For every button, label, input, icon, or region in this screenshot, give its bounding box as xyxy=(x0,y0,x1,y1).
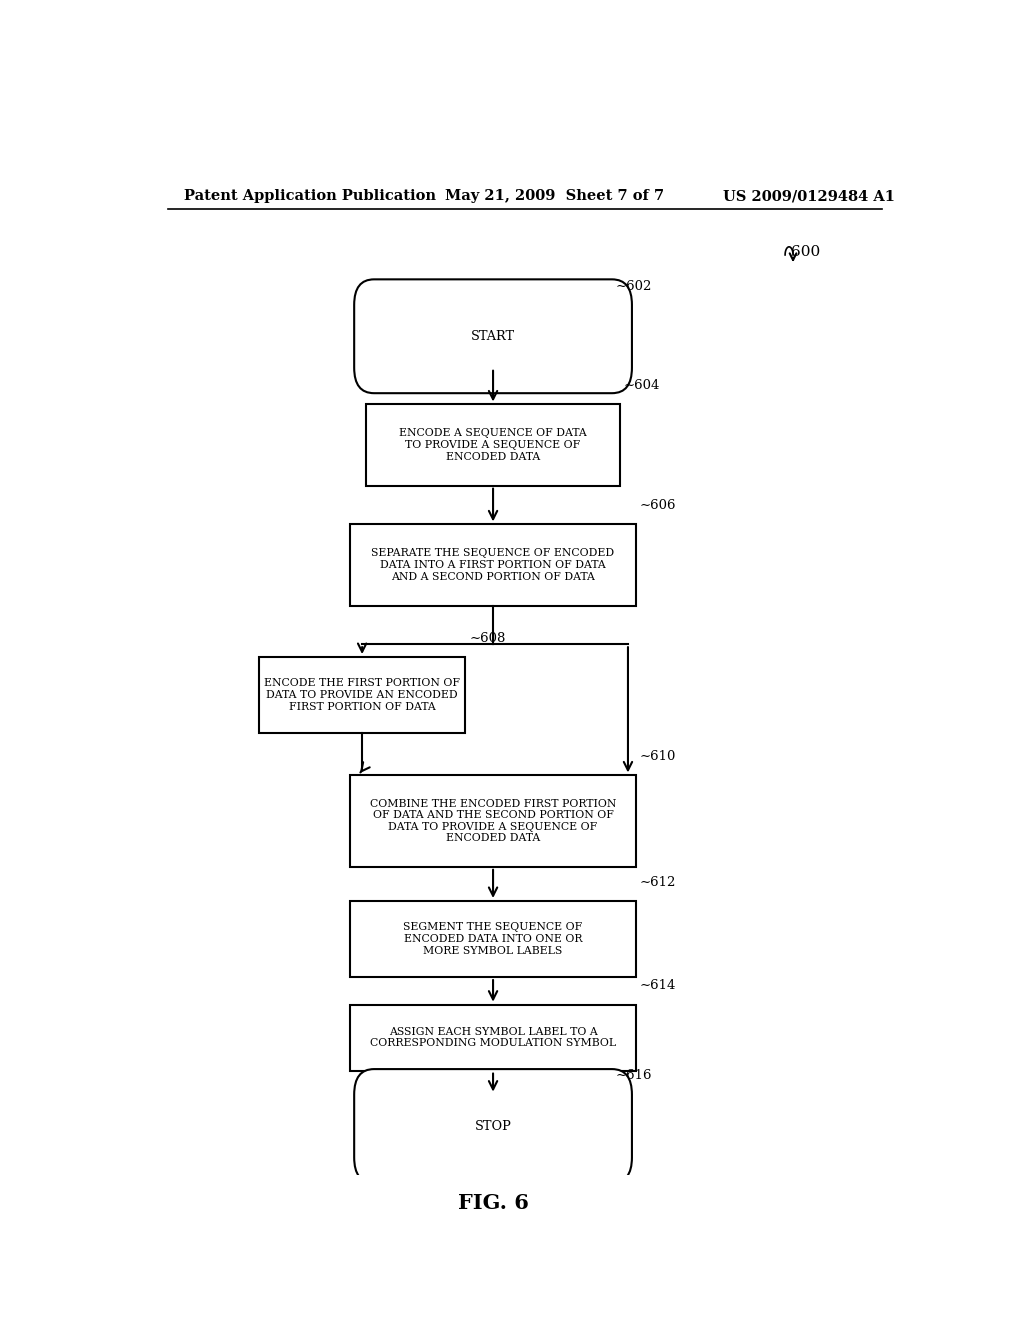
Text: ∼602: ∼602 xyxy=(616,280,652,293)
Bar xyxy=(350,900,636,977)
Text: Patent Application Publication: Patent Application Publication xyxy=(183,189,435,203)
Text: SEPARATE THE SEQUENCE OF ENCODED
DATA INTO A FIRST PORTION OF DATA
AND A SECOND : SEPARATE THE SEQUENCE OF ENCODED DATA IN… xyxy=(372,548,614,582)
Text: ∼608: ∼608 xyxy=(469,632,506,644)
Text: ENCODE A SEQUENCE OF DATA
TO PROVIDE A SEQUENCE OF
ENCODED DATA: ENCODE A SEQUENCE OF DATA TO PROVIDE A S… xyxy=(399,429,587,462)
Bar xyxy=(259,657,465,733)
Text: ∼610: ∼610 xyxy=(640,750,676,763)
Bar xyxy=(350,524,636,606)
Text: ∼614: ∼614 xyxy=(640,979,676,993)
Text: STOP: STOP xyxy=(474,1119,512,1133)
Bar xyxy=(350,1005,636,1071)
Bar xyxy=(350,775,636,867)
Text: ASSIGN EACH SYMBOL LABEL TO A
CORRESPONDING MODULATION SYMBOL: ASSIGN EACH SYMBOL LABEL TO A CORRESPOND… xyxy=(370,1027,616,1048)
Text: ENCODE THE FIRST PORTION OF
DATA TO PROVIDE AN ENCODED
FIRST PORTION OF DATA: ENCODE THE FIRST PORTION OF DATA TO PROV… xyxy=(264,678,460,711)
Text: ∼606: ∼606 xyxy=(640,499,677,512)
FancyBboxPatch shape xyxy=(354,1069,632,1183)
Text: START: START xyxy=(471,330,515,343)
Text: SEGMENT THE SEQUENCE OF
ENCODED DATA INTO ONE OR
MORE SYMBOL LABELS: SEGMENT THE SEQUENCE OF ENCODED DATA INT… xyxy=(403,923,583,956)
Text: ∼612: ∼612 xyxy=(640,875,676,888)
FancyBboxPatch shape xyxy=(354,280,632,393)
Text: ∼604: ∼604 xyxy=(624,379,660,392)
Text: 600: 600 xyxy=(791,244,820,259)
Text: US 2009/0129484 A1: US 2009/0129484 A1 xyxy=(723,189,895,203)
Text: COMBINE THE ENCODED FIRST PORTION
OF DATA AND THE SECOND PORTION OF
DATA TO PROV: COMBINE THE ENCODED FIRST PORTION OF DAT… xyxy=(370,799,616,843)
Text: ∼616: ∼616 xyxy=(616,1069,652,1082)
Text: FIG. 6: FIG. 6 xyxy=(458,1193,528,1213)
Text: May 21, 2009  Sheet 7 of 7: May 21, 2009 Sheet 7 of 7 xyxy=(445,189,665,203)
Bar xyxy=(367,404,621,486)
